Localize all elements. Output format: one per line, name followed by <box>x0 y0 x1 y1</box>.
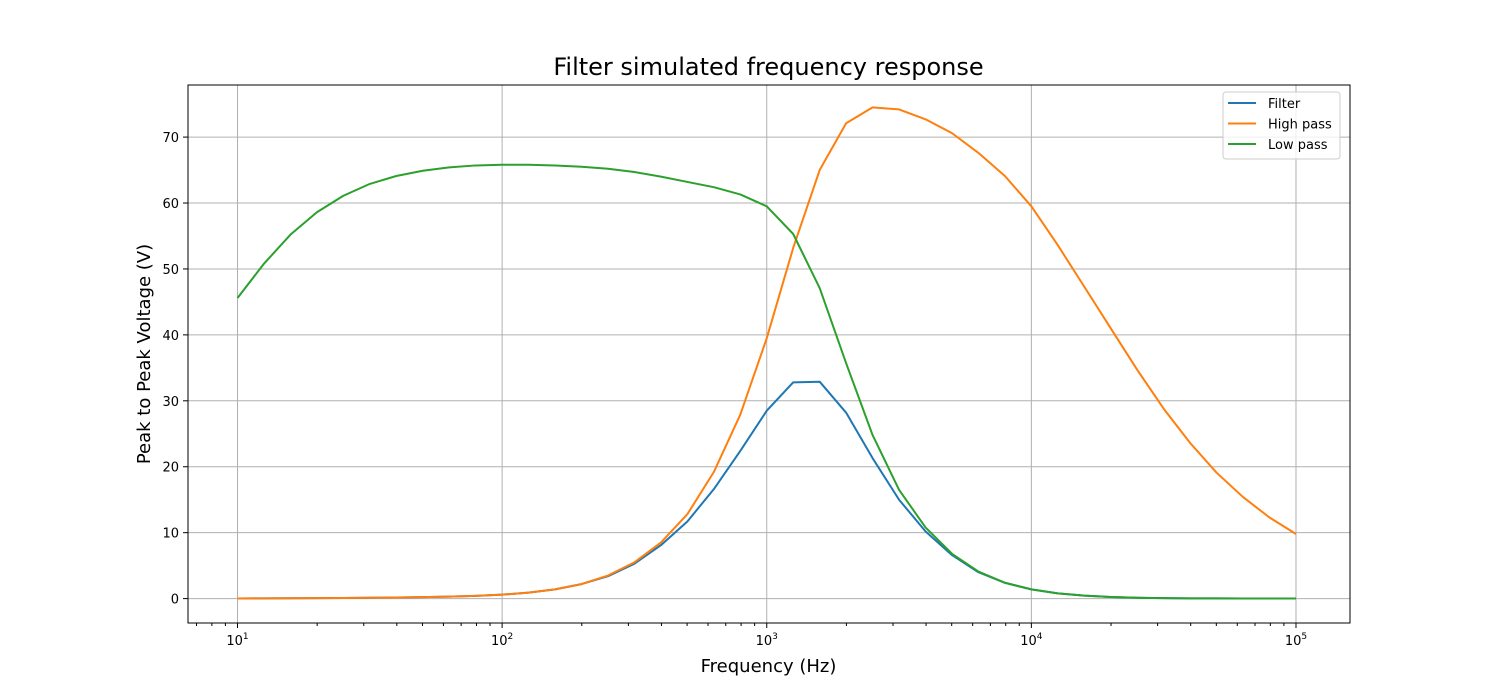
series-line-high-pass <box>237 106 1297 600</box>
legend-entry-label: Filter <box>1268 97 1301 112</box>
x-tick-label: 104 <box>1020 632 1043 649</box>
x-tick-label: 101 <box>226 632 248 649</box>
y-tick-label: 0 <box>171 593 179 608</box>
y-axis-label: Peak to Peak Voltage (V) <box>134 244 155 464</box>
legend: Filter High pass Low pass <box>1222 91 1341 160</box>
y-tick-label: 30 <box>162 395 179 410</box>
y-tick-label: 10 <box>162 527 179 542</box>
y-tick-label: 50 <box>162 263 179 278</box>
y-axis: 0 10 20 30 40 50 60 70 <box>162 131 188 608</box>
x-axis-label: Frequency (Hz) <box>701 656 837 677</box>
y-tick-label: 40 <box>162 329 179 344</box>
series-line-low-pass <box>236 163 1296 600</box>
grid <box>188 85 1350 623</box>
y-tick-label: 70 <box>162 131 179 146</box>
x-tick-label: 105 <box>1285 632 1307 649</box>
x-tick-label: 102 <box>491 632 513 649</box>
y-tick-label: 60 <box>162 197 179 212</box>
x-axis: 101 102 103 104 105 <box>196 623 1307 649</box>
legend-entry-label: Low pass <box>1268 138 1328 153</box>
legend-entry-label: High pass <box>1268 118 1332 133</box>
legend-box <box>1222 91 1341 160</box>
x-tick-label: 103 <box>756 632 778 649</box>
chart-title: Filter simulated frequency response <box>553 53 983 81</box>
plot-area <box>236 106 1297 600</box>
y-tick-label: 20 <box>162 461 179 476</box>
plot-frame <box>187 84 1351 624</box>
